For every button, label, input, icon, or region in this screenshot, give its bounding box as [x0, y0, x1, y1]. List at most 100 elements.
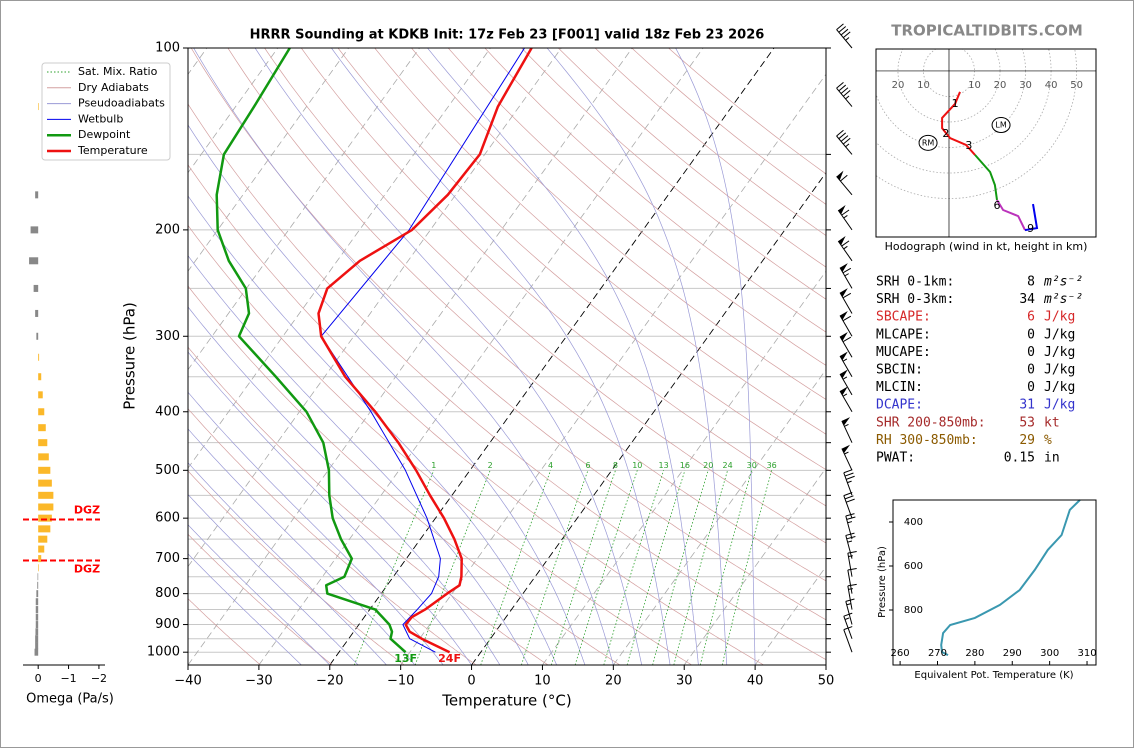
barb-feather	[846, 516, 856, 520]
barb-feather	[836, 81, 844, 89]
omega-bar	[35, 642, 39, 650]
dry-adiabat	[337, 48, 826, 471]
wind-barb	[837, 235, 853, 262]
skewt-background	[188, 48, 826, 665]
dry-adiabat	[484, 48, 826, 333]
isotherm	[188, 48, 279, 174]
barb-feather	[845, 513, 855, 517]
wind-barb	[836, 23, 853, 49]
wind-barb	[836, 81, 853, 107]
chart-title: HRRR Sounding at KDKB Init: 17z Feb 23 […	[250, 28, 765, 43]
pseudoadiabat	[188, 124, 586, 665]
barb-feather	[843, 90, 851, 97]
wind-barb	[845, 532, 856, 559]
pseudoadiabat	[427, 48, 699, 665]
thetae-y-tick-label: 800	[904, 605, 923, 616]
isotherm	[188, 48, 633, 665]
dry-adiabat	[227, 48, 826, 582]
mixing-ratio-label: 1	[431, 461, 436, 470]
hodograph-trace	[996, 199, 1026, 231]
dry-adiabat	[188, 346, 549, 665]
stat-value: 0	[1027, 345, 1035, 360]
mixing-ratio-line	[673, 470, 728, 665]
height-label: 6	[993, 199, 1000, 212]
wind-barb	[839, 331, 853, 358]
dry-adiabat	[188, 103, 826, 661]
wind-barb	[847, 583, 857, 610]
stat-label: SHR 200-850mb:	[876, 415, 986, 430]
pseudoadiabat	[188, 255, 529, 665]
wind-barb	[843, 469, 855, 496]
barb-feather	[840, 174, 848, 182]
omega-bar	[35, 628, 39, 636]
omega-bar	[35, 191, 39, 199]
isotherm	[542, 270, 826, 665]
barb-feather	[842, 315, 852, 322]
mixing-ratio-label: 20	[703, 461, 713, 470]
wind-barb	[839, 351, 853, 377]
hodograph-tick-label: 30	[1019, 80, 1032, 91]
legend-label: Wetbulb	[78, 112, 123, 125]
barb-flag	[840, 310, 848, 320]
profile-line	[215, 48, 407, 654]
stat-value: 8	[1027, 275, 1035, 290]
x-tick-label: −20	[316, 674, 343, 689]
dry-adiabat	[188, 533, 333, 665]
omega-bar	[35, 598, 39, 606]
stat-label: DCAPE:	[876, 398, 923, 413]
dry-adiabat	[190, 48, 826, 621]
barb-feather	[843, 31, 851, 39]
stat-label: RH 300-850mb:	[876, 433, 978, 448]
stat-unit: J/kg	[1044, 363, 1075, 378]
barb-feather	[847, 551, 857, 554]
thetae-frame	[892, 499, 1097, 666]
mixing-ratio-label: 6	[585, 461, 590, 470]
hodograph-trace	[1024, 203, 1039, 232]
hodograph-caption: Hodograph (wind in kt, height in km)	[885, 240, 1088, 253]
x-tick-label: 20	[605, 674, 622, 689]
mixing-ratio-label: 4	[548, 461, 553, 470]
stat-unit: m²s⁻²	[1043, 275, 1083, 290]
stat-unit: %	[1044, 433, 1052, 448]
omega-bar	[38, 491, 54, 499]
dgz-label: DGZ	[74, 562, 100, 575]
y-tick-label: 200	[155, 222, 180, 237]
omega-bar	[38, 466, 51, 474]
omega-bar	[38, 391, 43, 399]
wind-barb	[839, 263, 853, 289]
stat-label: MLCAPE:	[876, 327, 931, 342]
thetae-x-label: Equivalent Pot. Temperature (K)	[914, 670, 1073, 681]
omega-bar	[38, 424, 46, 432]
mixing-ratio-label: 24	[723, 461, 733, 470]
x-tick-label: −40	[174, 674, 201, 689]
omega-bar	[35, 606, 39, 614]
hodograph-tick-label: 20	[892, 80, 905, 91]
pseudoadiabat	[675, 48, 756, 665]
hodograph-tick-label: 50	[1070, 80, 1083, 91]
omega-bar	[38, 439, 48, 447]
x-tick-label: 30	[676, 674, 693, 689]
legend: Sat. Mix. Ratio Dry Adiabats Pseudoadiabat…	[41, 62, 171, 161]
legend-label: Dewpoint	[78, 128, 131, 141]
thetae-x-tick-label: 260	[891, 648, 910, 659]
barb-flag	[840, 288, 848, 297]
thetae-y-tick-label: 600	[904, 561, 923, 572]
barb-staff	[847, 569, 853, 594]
barb-staff	[843, 629, 853, 653]
barb-feather	[843, 626, 853, 631]
mixing-ratio-label: 13	[659, 461, 669, 470]
hodograph-tick-label: 20	[994, 80, 1007, 91]
barb-half	[848, 555, 853, 558]
barb-flag	[836, 170, 844, 181]
stat-value: 29	[1019, 433, 1035, 448]
omega-bar	[38, 555, 42, 563]
barb-feather	[840, 87, 849, 94]
isotherm	[188, 48, 491, 469]
isotherm	[400, 73, 826, 665]
omega-bar	[34, 648, 39, 656]
hodograph-tick-label: 10	[917, 80, 930, 91]
y-tick-label: 1000	[147, 645, 180, 660]
barb-half	[842, 358, 848, 362]
omega-bar	[35, 635, 39, 643]
pseudoadiabat	[188, 428, 416, 665]
